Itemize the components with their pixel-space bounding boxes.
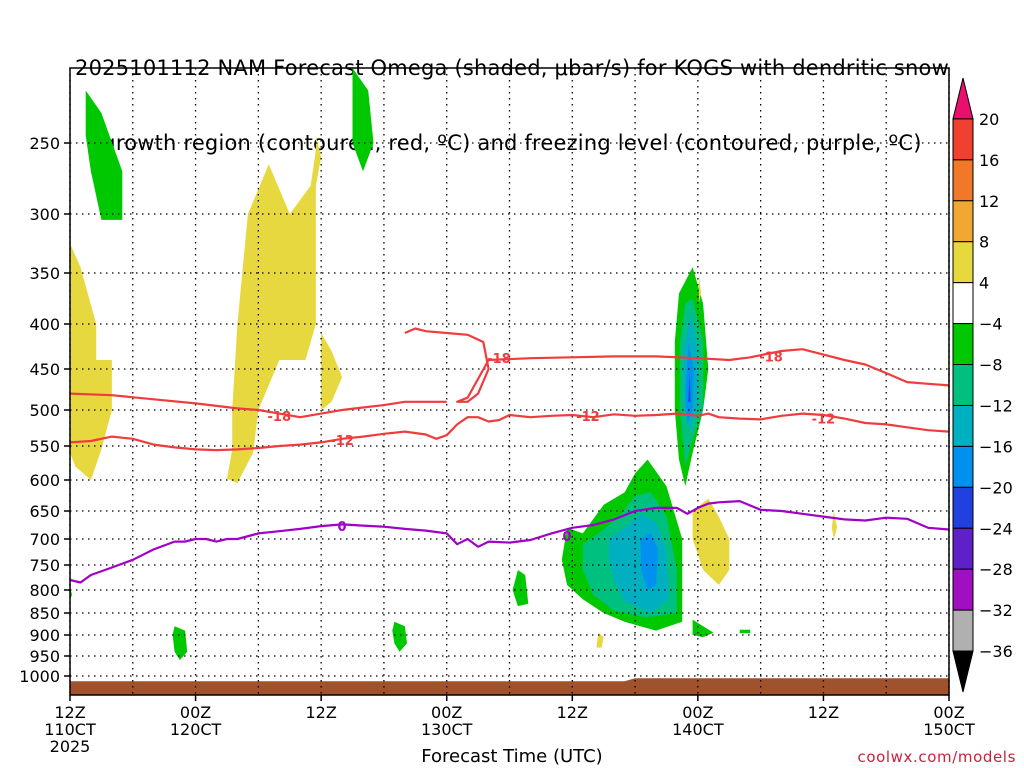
omega-region-green-right-low bbox=[692, 619, 714, 638]
omega-region-green-right-dot bbox=[739, 629, 751, 634]
colorbar-label-8: −16 bbox=[979, 437, 1013, 456]
colorbar-swatch-1 bbox=[952, 118, 974, 161]
x-tick-label-48-0: 12Z bbox=[557, 703, 588, 722]
colorbar-swatch-13 bbox=[952, 609, 974, 652]
contour-temp-minus-12 bbox=[70, 412, 949, 452]
x-tick-label-0-0: 12Z bbox=[54, 703, 85, 722]
omega-region-right-yellow-top bbox=[698, 273, 701, 304]
colorbar-swatch-bottom bbox=[952, 650, 974, 693]
colorbar-label-11: −28 bbox=[979, 560, 1013, 579]
x-tick-label-60-0: 00Z bbox=[682, 703, 713, 722]
y-tick-label-700: 700 bbox=[29, 530, 60, 549]
x-tick-label-36-0: 00Z bbox=[431, 703, 462, 722]
axis-layer: 250 300 350 400 450 500 550 600 650 700 750 800 850 9… bbox=[19, 134, 975, 756]
colorbar-label-3: 8 bbox=[979, 233, 989, 252]
colorbar-swatch-10 bbox=[952, 486, 974, 529]
colorbar-label-6: −8 bbox=[979, 356, 1003, 375]
y-tick-label-900: 900 bbox=[29, 626, 60, 645]
y-tick-label-300: 300 bbox=[29, 205, 60, 224]
contour-label-freezing-level: 0 bbox=[338, 520, 347, 535]
colorbar-swatch-7 bbox=[952, 364, 974, 406]
x-tick-label-60-1: 140CT bbox=[672, 720, 724, 739]
x-tick-label-24-0: 12Z bbox=[305, 703, 336, 722]
colorbar-label-7: −12 bbox=[979, 396, 1013, 415]
colorbar-swatch-9 bbox=[952, 445, 974, 488]
x-tick-label-84-1: 150CT bbox=[923, 720, 975, 739]
y-tick-label-850: 850 bbox=[29, 604, 60, 623]
omega-region-left-yellow bbox=[70, 243, 112, 480]
omega-region-cyan-main-low bbox=[608, 513, 669, 613]
y-tick-label-500: 500 bbox=[29, 401, 60, 420]
plot-frame bbox=[69, 67, 950, 696]
omega-shading-layer bbox=[70, 68, 837, 660]
omega-region-upper-left-green bbox=[85, 90, 123, 220]
y-tick-label-650: 650 bbox=[29, 502, 60, 521]
x-tick-label-36-1: 130CT bbox=[421, 720, 473, 739]
y-tick-label-400: 400 bbox=[29, 315, 60, 334]
y-tick-label-600: 600 bbox=[29, 471, 60, 490]
x-tick-label-0-2: 2025 bbox=[50, 737, 91, 756]
colorbar-swatch-11 bbox=[952, 527, 974, 570]
omega-region-green-small-00z bbox=[392, 621, 407, 652]
x-axis-title: Forecast Time (UTC) bbox=[421, 746, 603, 767]
contour-label-temp-minus-18-lower: -18 bbox=[268, 410, 292, 425]
colorbar-label-12: −32 bbox=[979, 601, 1013, 620]
contour-temp-minus-18-lower bbox=[70, 392, 447, 419]
x-tick-label-0-1: 110CT bbox=[44, 720, 96, 739]
credit-text: coolwx.com/models bbox=[857, 748, 1016, 766]
contour-extra-label-3: 0 bbox=[563, 530, 572, 545]
omega-region-green-small-12z bbox=[172, 626, 188, 660]
y-tick-label-750: 750 bbox=[29, 556, 60, 575]
y-tick-label-350: 350 bbox=[29, 264, 60, 283]
colorbar-label-9: −20 bbox=[979, 478, 1013, 497]
colorbar-label-13: −36 bbox=[979, 642, 1013, 661]
omega-region-small-yellow-blob bbox=[321, 333, 343, 410]
contour-freezing-level bbox=[70, 500, 949, 584]
colorbar-swatch-2 bbox=[952, 159, 974, 202]
omega-region-upper-green-cloud bbox=[352, 68, 374, 172]
y-tick-label-250: 250 bbox=[29, 134, 60, 153]
y-tick-label-1000: 1000 bbox=[19, 667, 60, 686]
colorbar-swatch-3 bbox=[952, 200, 974, 243]
x-tick-label-72-0: 12Z bbox=[808, 703, 839, 722]
colorbar-label-2: 12 bbox=[979, 192, 999, 211]
x-tick-label-12-1: 120CT bbox=[170, 720, 222, 739]
colorbar-swatch-6 bbox=[952, 323, 974, 366]
omega-region-small-yellow-bottom bbox=[596, 632, 604, 648]
colorbar-swatch-top bbox=[952, 77, 974, 120]
colorbar-swatch-12 bbox=[952, 568, 974, 611]
omega-region-tall-yellow-1 bbox=[227, 135, 322, 484]
omega-region-vertical-dark-blue bbox=[688, 373, 691, 402]
contour-layer: -18 -18 -12 0 -12 -18 -12 0 bbox=[70, 327, 949, 584]
omega-region-small-yellow-right bbox=[831, 511, 837, 539]
omega-region-right-yellow bbox=[692, 498, 730, 585]
colorbar-label-1: 16 bbox=[979, 151, 999, 170]
omega-region-green-middle bbox=[512, 570, 529, 607]
colorbar-swatch-4 bbox=[952, 241, 974, 284]
colorbar-swatch-8 bbox=[952, 404, 974, 447]
contour-extra-label-2: -12 bbox=[812, 413, 836, 428]
y-tick-label-550: 550 bbox=[29, 437, 60, 456]
colorbar-label-10: −24 bbox=[979, 519, 1013, 538]
y-tick-label-450: 450 bbox=[29, 360, 60, 379]
colorbar-label-4: 4 bbox=[979, 274, 989, 293]
colorbar-label-0: 20 bbox=[979, 110, 999, 129]
y-tick-label-950: 950 bbox=[29, 647, 60, 666]
contour-extra-label-1: -18 bbox=[759, 350, 783, 365]
contour-label-temp-minus-18-upper: -18 bbox=[487, 352, 511, 367]
contour-temp-minus-18-upper bbox=[404, 327, 949, 403]
contour-extra-label-0: -12 bbox=[576, 410, 600, 425]
omega-region-blue-main-low bbox=[640, 533, 659, 590]
x-tick-label-84-0: 00Z bbox=[933, 703, 964, 722]
contour-label-temp-minus-12: -12 bbox=[330, 434, 354, 449]
colorbar: 20 16 12 8 4 −4 −8 −12 −16 −20 −24 −28 −32 −36 bbox=[952, 77, 1013, 693]
grid-layer bbox=[69, 68, 950, 695]
y-tick-label-800: 800 bbox=[29, 581, 60, 600]
x-tick-label-12-0: 00Z bbox=[180, 703, 211, 722]
colorbar-label-5: −4 bbox=[979, 315, 1003, 334]
colorbar-swatch-5 bbox=[952, 282, 974, 325]
